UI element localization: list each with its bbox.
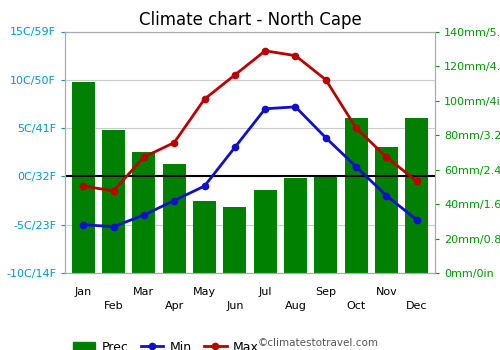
Legend: Prec, Min, Max: Prec, Min, Max (68, 336, 264, 350)
Text: Aug: Aug (284, 301, 306, 311)
Bar (72, 82, 94, 273)
Text: May: May (193, 287, 216, 297)
Bar (132, 152, 155, 273)
Text: ©climatestotravel.com: ©climatestotravel.com (258, 338, 378, 348)
Bar (224, 208, 246, 273)
Text: Feb: Feb (104, 301, 124, 311)
Bar (254, 190, 276, 273)
Text: Apr: Apr (164, 301, 184, 311)
Bar (345, 118, 368, 273)
Text: Oct: Oct (346, 301, 366, 311)
Bar (314, 175, 337, 273)
Title: Climate chart - North Cape: Climate chart - North Cape (138, 10, 362, 29)
Text: Dec: Dec (406, 301, 427, 311)
Bar (193, 201, 216, 273)
Bar (406, 118, 428, 273)
Text: Sep: Sep (316, 287, 336, 297)
Text: Jul: Jul (258, 287, 272, 297)
Bar (163, 164, 186, 273)
Bar (102, 130, 125, 273)
Text: Mar: Mar (134, 287, 154, 297)
Text: Jun: Jun (226, 301, 244, 311)
Text: Jan: Jan (74, 287, 92, 297)
Bar (375, 147, 398, 273)
Bar (284, 178, 307, 273)
Text: Nov: Nov (376, 287, 398, 297)
